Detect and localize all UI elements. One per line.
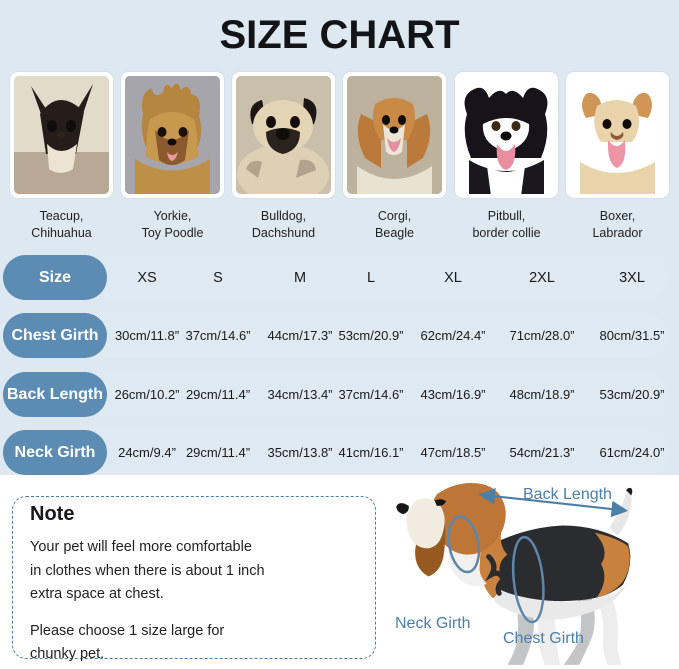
svg-text:Back Length: Back Length bbox=[523, 486, 612, 503]
svg-text:Chest Girth: Chest Girth bbox=[503, 630, 584, 647]
svg-text:Neck Girth: Neck Girth bbox=[395, 615, 471, 632]
